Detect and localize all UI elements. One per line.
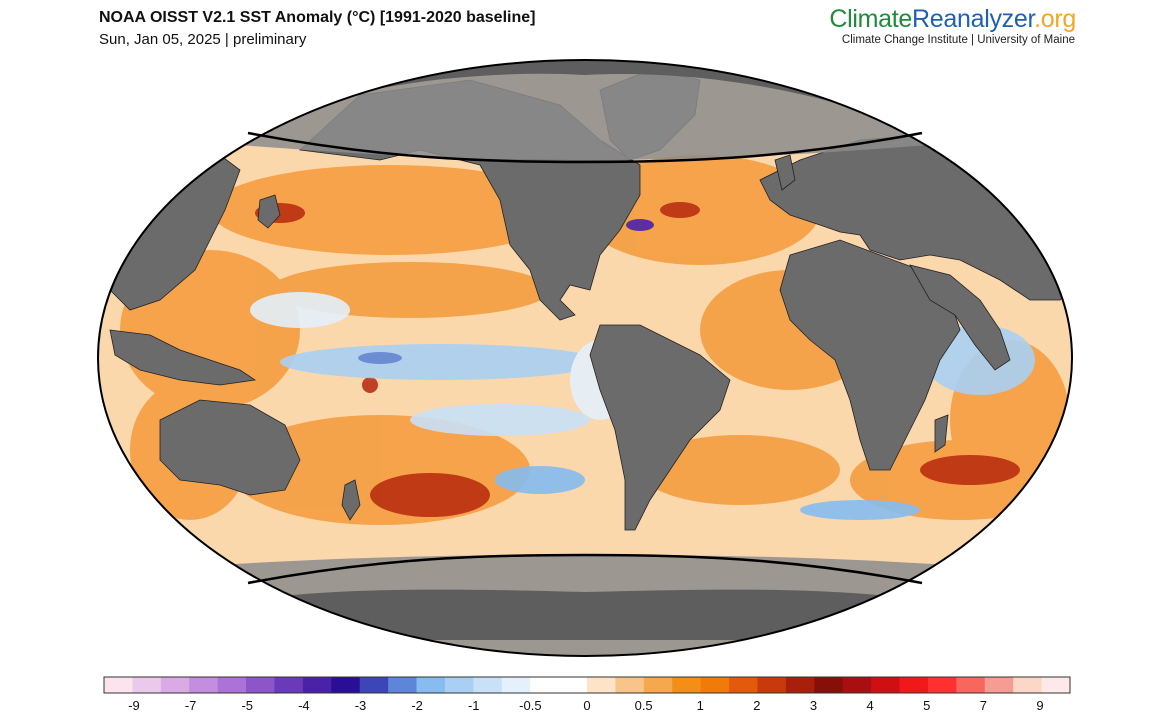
colorbar-swatch (160, 677, 190, 693)
colorbar-swatch (274, 677, 304, 693)
colorbar-swatch (132, 677, 162, 693)
colorbar-swatch (927, 677, 957, 693)
colorbar-tick-label: 5 (923, 698, 931, 713)
colorbar-swatch (984, 677, 1014, 693)
colorbar-tick-label: 9 (1036, 698, 1044, 713)
colorbar-swatch (189, 677, 219, 693)
colorbar-tick-label: 3 (809, 698, 818, 713)
madagascar (934, 414, 949, 453)
colorbar-tick-label: 4 (866, 698, 874, 713)
arabia-india (909, 264, 1011, 371)
colorbar-tick-label: 1 (696, 698, 704, 713)
colorbar-swatch (104, 677, 133, 693)
chart-title: NOAA OISST V2.1 SST Anomaly (°C) [1991-2… (99, 9, 536, 26)
colorbar-tick-label: -9 (128, 698, 140, 713)
colorbar-swatch (331, 677, 361, 693)
new-zealand (341, 479, 361, 521)
australia (159, 399, 301, 496)
chart-subtitle: Sun, Jan 05, 2025 | preliminary (99, 31, 307, 48)
colorbar-swatch (501, 677, 531, 693)
colorbar-swatch (643, 677, 673, 693)
japan (257, 194, 281, 229)
colorbar-swatch (700, 677, 730, 693)
colorbar-tick-label: 2 (753, 698, 761, 713)
colorbar-tick-label: -5 (241, 698, 254, 713)
indonesia (109, 329, 257, 386)
colorbar-swatch (729, 677, 758, 693)
colorbar-tick-label: -0.5 (519, 698, 542, 713)
colorbar-swatches (104, 677, 1071, 693)
colorbar-swatch (899, 677, 929, 693)
colorbar-swatch (359, 677, 389, 693)
colorbar-swatch (587, 677, 616, 693)
colorbar-tick-label: -4 (298, 698, 310, 713)
colorbar-tick-label: 0 (583, 698, 591, 713)
colorbar-swatch (1013, 677, 1043, 693)
colorbar-swatch (956, 677, 986, 693)
colorbar-swatch (530, 677, 560, 693)
uk (774, 154, 796, 191)
colorbar-swatch (302, 677, 332, 693)
colorbar-swatch (473, 677, 503, 693)
globe-outline (97, 59, 1073, 657)
colorbar-tick-label: -2 (411, 698, 423, 713)
arctic-boundary (247, 131, 923, 164)
colorbar-swatch (558, 677, 588, 693)
brand-logo[interactable]: ClimateReanalyzer.org (829, 5, 1076, 33)
colorbar-tick-label: 0.5 (634, 698, 653, 713)
south-america (589, 324, 731, 531)
colorbar-swatch (217, 677, 247, 693)
colorbar-swatch (871, 677, 901, 693)
colorbar-swatch (757, 677, 787, 693)
antarctic-boundary (247, 553, 923, 585)
colorbar-swatch (1041, 677, 1071, 693)
colorbar-swatch (246, 677, 275, 693)
colorbar-tick-label: -3 (354, 698, 367, 713)
colorbar-tick-label: -7 (184, 698, 197, 713)
colorbar-swatch (615, 677, 645, 693)
brand-tagline: Climate Change Institute | University of… (841, 34, 1075, 46)
colorbar-swatch (416, 677, 446, 693)
colorbar-swatch (388, 677, 418, 693)
colorbar-swatch (672, 677, 702, 693)
colorbar-swatch (842, 677, 872, 693)
colorbar-swatch (814, 677, 844, 693)
colorbar-swatch (785, 677, 815, 693)
colorbar-tick-label: -1 (467, 698, 480, 713)
colorbar-tick-label: 7 (979, 698, 987, 713)
colorbar-swatch (444, 677, 474, 693)
